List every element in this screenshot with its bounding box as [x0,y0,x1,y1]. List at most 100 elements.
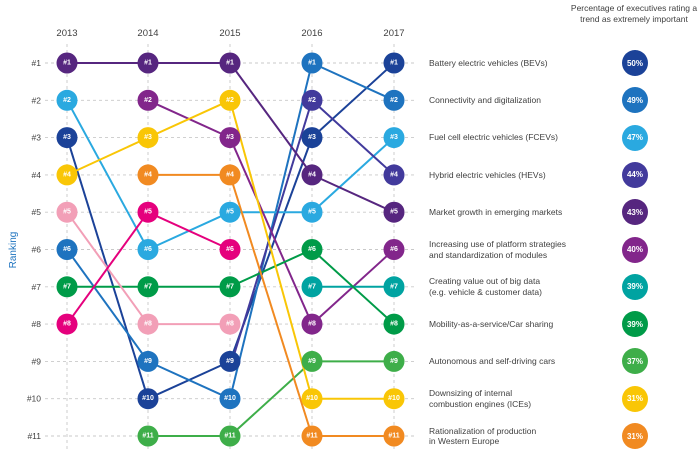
emerging-markets-node-label-2015: #1 [226,60,234,67]
rank-label: #2 [32,95,42,105]
trend-label-line: Creating value out of big data [429,276,541,287]
emerging-markets-node-label-2016: #4 [308,171,316,178]
bevs-node-2013 [56,127,78,149]
trend-label-line: Downsizing of internal [429,388,513,399]
platform-strategies-node-2014 [137,89,159,111]
percentage-badge-autonomous: 37% [622,348,648,375]
mobility-as-a-service-node-2014 [137,276,159,298]
big-data-node-2017 [383,276,405,298]
unlabeled-magenta-trend-line [147,211,231,251]
year-label: 2016 [301,28,322,39]
mobility-as-a-service-node-2016 [301,239,323,260]
big-data-node-label-2017: #7 [390,283,398,290]
trend-label-line: Hybrid electric vehicles (HEVs) [429,169,546,180]
bevs-node-2016 [301,127,323,149]
fcevs-line [66,99,149,250]
trend-label-downsizing-ices: Downsizing of internal combustion engines… [429,384,611,414]
trend-label-hevs: Hybrid electric vehicles (HEVs) [429,160,611,190]
unlabeled-magenta-trend-line [66,211,149,325]
hevs-node-2017 [383,164,405,186]
hevs-node-2016 [301,89,323,111]
platform-strategies-node-2015 [219,127,241,149]
percentage-badge-mobility-as-a-service: 39% [622,311,648,338]
year-label: 2017 [383,28,404,39]
fcevs-node-label-2015: #5 [226,209,234,216]
downsizing-ices-node-2017 [383,388,405,410]
trend-label-line: Battery electric vehicles (BEVs) [429,57,548,68]
fcevs-node-label-2014: #6 [144,246,152,253]
mobility-as-a-service-node-label-2013: #7 [63,283,71,290]
platform-strategies-node-2017 [383,239,405,260]
rationalization-node-label-2016: #11 [306,433,317,440]
rationalization-node-label-2015: #4 [226,171,234,178]
rationalization-node-2014 [137,164,159,186]
fcevs-node-label-2017: #3 [390,134,398,141]
trend-label-line: and standardization of modules [429,249,548,260]
connectivity-node-2016 [301,52,323,74]
mobility-as-a-service-node-label-2017: #8 [390,321,398,328]
autonomous-node-2016 [301,350,323,372]
unlabeled-magenta-trend-node-2015 [219,239,241,260]
hevs-node-label-2016: #2 [308,97,316,104]
autonomous-node-label-2014: #11 [142,433,153,440]
rank-label: #8 [32,319,42,329]
fcevs-node-2016 [301,201,323,223]
unlabeled-pink-trend-node-label-2015: #8 [226,321,234,328]
platform-strategies-node-label-2017: #6 [390,246,398,253]
mobility-as-a-service-node-label-2015: #7 [226,283,234,290]
fcevs-node-2015 [219,201,241,223]
platform-strategies-node-label-2016: #8 [308,321,316,328]
autonomous-node-label-2015: #11 [224,433,235,440]
emerging-markets-node-2014 [137,52,159,74]
percentage-badge-connectivity: 49% [622,87,648,114]
downsizing-ices-node-2013 [56,164,78,186]
trend-label-line: Market growth in emerging markets [429,206,563,217]
rank-label: #7 [32,282,42,292]
platform-strategies-node-label-2014: #2 [144,97,152,104]
trend-label-fcevs: Fuel cell electric vehicles (FCEVs) [429,123,611,153]
bevs-node-label-2016: #3 [308,134,316,141]
connectivity-line [66,248,149,362]
platform-strategies-line [229,137,313,325]
bevs-node-label-2015: #9 [226,358,234,365]
big-data-node-2016 [301,276,323,298]
trend-label-line: Increasing use of platform strategies [429,239,567,249]
fcevs-node-label-2013: #2 [63,97,71,104]
rationalization-node-label-2014: #4 [144,171,152,178]
mobility-as-a-service-line [229,248,313,288]
downsizing-ices-node-2015 [219,89,241,111]
y-axis-title: Ranking [8,231,19,269]
emerging-markets-node-label-2014: #1 [144,60,152,67]
bevs-node-label-2014: #10 [142,395,154,402]
rank-label: #11 [27,431,41,441]
trend-label-line: Mobility-as-a-service/Car sharing [429,318,554,329]
mobility-as-a-service-node-2015 [219,276,241,298]
bevs-node-label-2013: #3 [63,134,71,141]
unlabeled-pink-trend-node-2015 [219,313,241,335]
trend-label-platform-strategies: Increasing use of platform strategies and… [429,235,611,265]
percentage-column-header: Percentage of executives rating a trend … [570,3,698,24]
downsizing-ices-node-label-2016: #10 [306,395,318,402]
rank-label: #9 [32,356,42,366]
connectivity-node-label-2017: #2 [390,97,398,104]
percentage-badge-downsizing-ices: 31% [622,385,648,412]
year-label: 2013 [56,28,77,39]
autonomous-line [229,360,313,437]
fcevs-node-2017 [383,127,405,149]
connectivity-node-2013 [56,239,78,260]
bevs-line [311,62,395,139]
platform-strategies-node-2016 [301,313,323,335]
percentage-badge-emerging-markets: 43% [622,199,648,226]
bevs-node-2015 [219,350,241,372]
percentage-badge-big-data: 39% [622,273,648,300]
connectivity-node-2017 [383,89,405,111]
rank-label: #10 [27,394,41,404]
downsizing-ices-node-label-2013: #4 [63,171,71,178]
emerging-markets-node-2015 [219,52,241,74]
downsizing-ices-line [147,99,231,139]
autonomous-node-2014 [137,425,159,447]
connectivity-node-label-2014: #9 [144,358,152,365]
year-label: 2015 [219,28,240,39]
fcevs-node-2014 [137,239,159,260]
autonomous-node-2017 [383,350,405,372]
